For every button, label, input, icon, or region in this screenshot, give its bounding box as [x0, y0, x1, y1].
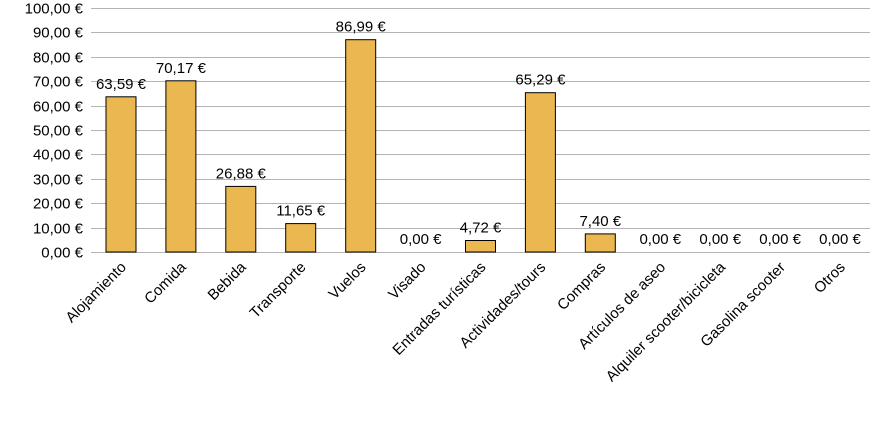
- x-category-label: Otros: [811, 259, 849, 297]
- data-label: 65,29 €: [515, 72, 566, 89]
- bar: [345, 39, 377, 253]
- x-category-label: Comida: [141, 258, 190, 307]
- x-category-label: Transporte: [247, 259, 310, 322]
- data-label: 70,17 €: [156, 60, 207, 77]
- bars: [105, 39, 616, 253]
- bar: [524, 92, 556, 253]
- data-label: 0,00 €: [400, 231, 442, 248]
- x-category-label: Bebida: [205, 258, 251, 304]
- x-category-label: Vuelos: [325, 259, 369, 303]
- data-label: 4,72 €: [460, 220, 502, 237]
- y-tick-label: 50,00 €: [33, 123, 84, 140]
- data-label: 11,65 €: [276, 203, 326, 220]
- bar: [465, 240, 496, 253]
- data-label: 7,40 €: [579, 213, 621, 230]
- x-category-label: Visado: [385, 259, 429, 303]
- y-tick-label: 10,00 €: [33, 221, 84, 238]
- y-axis-tick-labels: 0,00 € 10,00 € 20,00 € 30,00 € 40,00 € 50,00 …: [25, 1, 84, 262]
- data-label: 0,00 €: [819, 231, 861, 248]
- y-tick-label: 0,00 €: [41, 245, 83, 262]
- data-label: 0,00 €: [759, 231, 801, 248]
- y-tick-label: 30,00 €: [33, 172, 84, 189]
- bar: [584, 233, 616, 253]
- data-label: 86,99 €: [336, 19, 387, 36]
- bar: [165, 80, 197, 253]
- y-tick-label: 80,00 €: [33, 50, 84, 67]
- y-tick-label: 60,00 €: [33, 99, 84, 116]
- data-label: 63,59 €: [96, 76, 147, 93]
- y-tick-label: 20,00 €: [33, 196, 84, 213]
- data-label: 0,00 €: [639, 231, 681, 248]
- bar: [105, 96, 137, 253]
- y-tick-label: 70,00 €: [33, 74, 84, 91]
- y-tick-label: 40,00 €: [33, 147, 84, 164]
- gridlines: [91, 8, 870, 253]
- y-tick-label: 100,00 €: [25, 1, 84, 18]
- data-label: 26,88 €: [216, 165, 267, 182]
- x-category-label: Alquiler scooter/bicicleta: [603, 258, 730, 385]
- data-label: 0,00 €: [699, 231, 741, 248]
- y-tick-label: 90,00 €: [33, 25, 84, 42]
- bar: [285, 223, 317, 253]
- x-category-label: Alojamiento: [62, 259, 129, 326]
- bar: [225, 185, 257, 253]
- data-labels: 63,59 € 70,17 € 26,88 € 11,65 € 86,99 € 0,00 …: [96, 19, 862, 248]
- x-category-label: Compras: [554, 259, 609, 314]
